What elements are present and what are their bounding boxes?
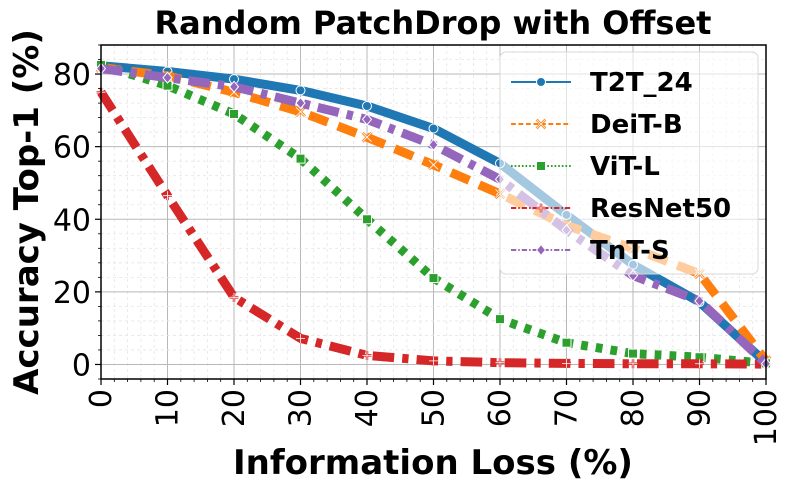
y-axis-label: Accuracy Top-1 (%): [7, 29, 47, 395]
y-tick-label: 20: [53, 276, 91, 311]
data-point-t2t-24: [295, 85, 306, 96]
data-point-vit-l: [495, 314, 505, 325]
y-tick-label: 40: [53, 203, 91, 238]
data-point-vit-l: [362, 214, 372, 225]
data-point-deit-b-highlight: [428, 160, 439, 170]
y-tick-label: 60: [53, 131, 91, 166]
data-point-resnet50-highlight: [163, 191, 172, 201]
data-point-resnet50-highlight: [562, 358, 571, 368]
x-tick-label: 80: [616, 389, 651, 427]
legend-box: [499, 51, 759, 275]
x-axis-label: Information Loss (%): [233, 443, 633, 483]
legend-label-deit-b: DeiT-B: [590, 110, 683, 140]
data-point-t2t-24: [428, 123, 439, 134]
data-point-tnt-s: [162, 71, 173, 84]
data-point-vit-l: [628, 348, 638, 359]
data-point-t2t-24: [362, 100, 372, 111]
data-point-resnet50-highlight: [695, 359, 704, 369]
y-tick-label: 0: [72, 348, 91, 383]
ticks: 0 10 20 30 40 50 60 70 80 90 100 0 20 40 60 80: [53, 44, 784, 446]
legend-marker-vit-l: [536, 161, 546, 171]
x-tick-label: 30: [284, 389, 319, 427]
data-point-resnet50-highlight: [429, 356, 438, 366]
x-tick-label: 10: [151, 389, 186, 427]
legend-marker-resnet50-highlight: [536, 203, 546, 213]
legend-label-resnet50: ResNet50: [590, 194, 731, 224]
data-point-tnt-s: [228, 80, 240, 93]
data-point-deit-b-highlight: [362, 132, 372, 142]
legend-label-t2t-24: T2T_24: [590, 68, 693, 98]
legend-marker-tnt-s: [535, 243, 547, 257]
data-point-resnet50-highlight: [362, 350, 372, 360]
legend-item-tnt-s: TnT-S: [511, 236, 670, 266]
data-point-vit-l: [561, 337, 572, 348]
data-point-vit-l: [428, 273, 439, 284]
x-tick-label: 40: [350, 389, 385, 427]
x-tick-label: 0: [84, 389, 119, 408]
chart-title: Random PatchDrop with Offset: [155, 4, 712, 42]
x-tick-label: 60: [483, 389, 518, 427]
data-point-resnet50-highlight: [296, 333, 305, 343]
data-point-resnet50-highlight: [229, 292, 239, 302]
data-point-deit-b-highlight: [295, 107, 306, 117]
data-point-tnt-s: [361, 113, 373, 126]
legend-label-vit-l: ViT-L: [590, 152, 660, 182]
data-point-vit-l: [295, 153, 306, 164]
legend-label-tnt-s: TnT-S: [590, 236, 670, 266]
legend-marker-deit-b-highlight: [536, 119, 546, 129]
x-tick-label: 100: [749, 389, 784, 446]
y-tick-label: 80: [53, 58, 91, 93]
data-point-tnt-s: [428, 138, 439, 152]
legend: T2T_24 DeiT-B ViT-L ResNet50 TnT-S: [499, 51, 759, 275]
series-line-vit-l: [99, 60, 767, 368]
data-point-tnt-s: [295, 96, 306, 110]
x-tick-label: 20: [217, 389, 252, 427]
legend-item-deit-b: DeiT-B: [511, 110, 683, 140]
x-tick-label: 90: [683, 389, 718, 427]
data-point-resnet50-highlight: [495, 358, 505, 368]
legend-item-resnet50: ResNet50: [511, 194, 731, 224]
data-point-resnet50-highlight: [628, 359, 638, 369]
legend-marker-t2t-24: [536, 77, 546, 87]
data-point-tnt-s: [694, 294, 705, 308]
x-tick-label: 50: [417, 389, 452, 427]
legend-item-t2t-24: T2T_24: [511, 68, 693, 98]
data-point-vit-l: [229, 108, 239, 119]
x-tick-label: 70: [550, 389, 585, 427]
legend-item-vit-l: ViT-L: [511, 152, 660, 182]
